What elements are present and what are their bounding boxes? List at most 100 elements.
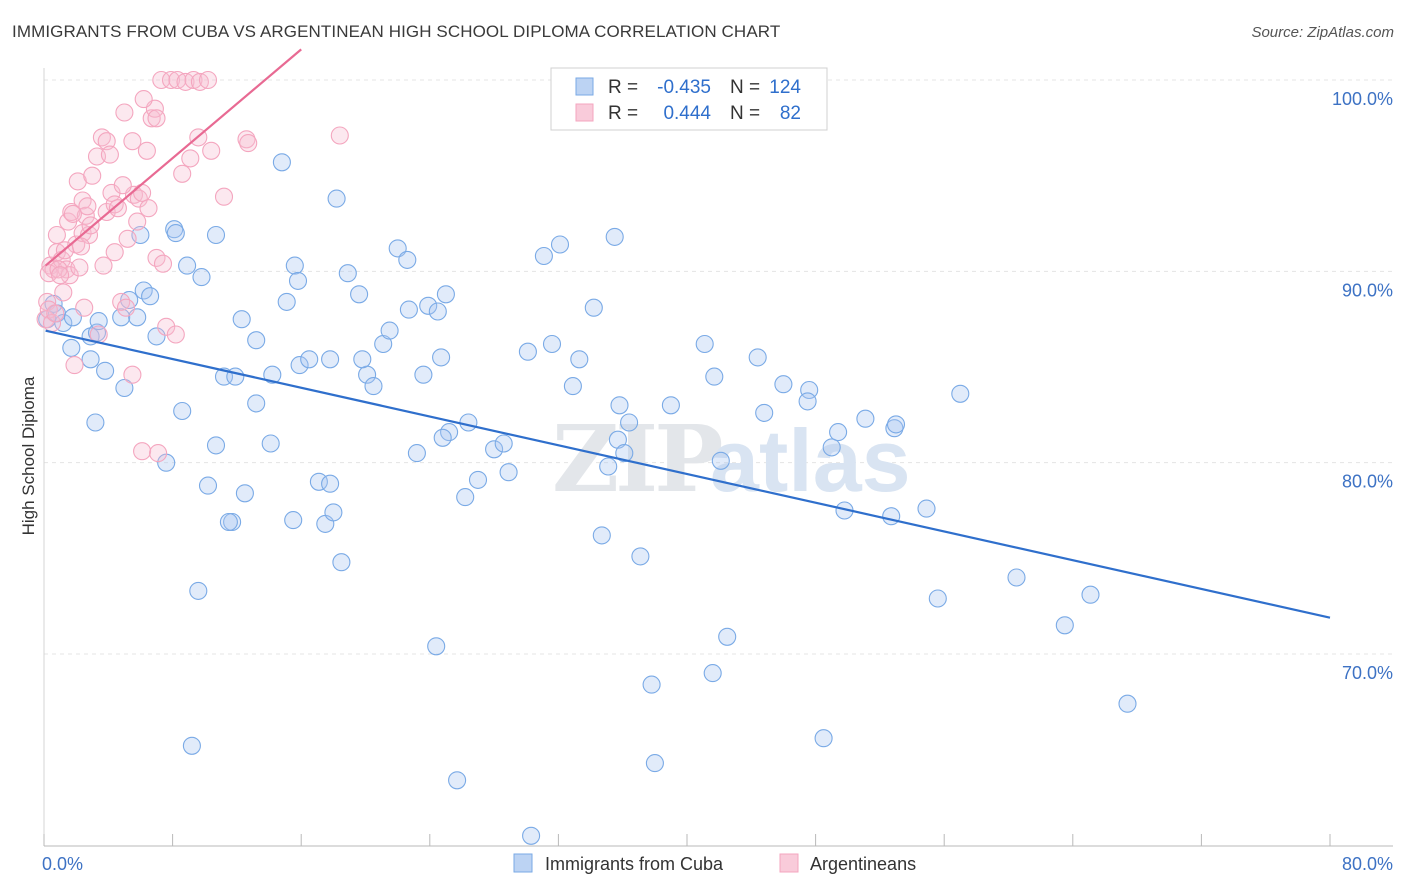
data-point-argentineans [63,204,82,223]
data-point-cuba [642,675,661,694]
data-point-argentineans [239,134,258,153]
data-point-argentineans [54,283,73,302]
data-point-cuba [219,512,238,532]
data-point-argentineans [129,189,148,208]
data-point-cuba [285,256,304,275]
data-point-argentineans [330,126,349,145]
data-point-cuba [44,294,63,313]
data-point-cuba [247,331,266,350]
data-point-argentineans [134,90,153,109]
trend-line-argentineans [44,48,302,267]
stats-n-label-cuba: N = [730,77,760,98]
data-point-cuba [436,285,455,304]
data-point-argentineans [100,145,119,164]
data-point-argentineans [97,132,116,151]
data-point-argentineans [108,199,127,218]
data-point-cuba [327,189,346,208]
data-point-cuba [459,413,478,432]
data-point-argentineans [184,70,203,90]
data-point-cuba [718,627,737,646]
data-point-cuba [350,285,369,304]
data-point-cuba [380,321,399,340]
data-point-cuba [147,327,166,346]
stats-r-label-argentineans: R = [608,103,638,124]
data-point-cuba [703,664,722,683]
data-point-argentineans [116,298,136,317]
data-point-cuba [534,246,553,266]
data-point-argentineans [128,212,147,231]
data-point-cuba [277,292,296,311]
data-point-argentineans [152,70,171,90]
data-point-argentineans [149,444,168,463]
data-point-cuba [141,287,160,306]
data-point-cuba [81,350,100,369]
data-point-cuba [263,365,282,384]
y-tick-label: 100.0% [1332,89,1393,109]
data-point-cuba [428,302,447,321]
data-point-cuba [272,153,291,172]
data-point-cuba [518,342,537,361]
data-point-cuba [550,235,570,254]
data-point-cuba [951,384,970,403]
data-point-argentineans [75,298,94,317]
data-point-cuba [620,413,639,432]
y-tick-label: 70.0% [1342,663,1393,683]
data-point-cuba [332,553,351,572]
data-point-cuba [173,401,192,421]
data-point-cuba [432,348,451,367]
stats-legend-box [550,67,828,131]
data-point-cuba [206,436,226,455]
axes [43,68,1393,847]
data-point-cuba [886,415,906,434]
data-point-cuba [522,826,541,845]
data-point-cuba [414,365,433,384]
legend-swatch-cuba [513,853,533,873]
data-point-cuba [1118,694,1137,713]
data-point-argentineans [112,292,131,311]
data-point-cuba [856,409,875,428]
watermark: ZIP atlas [552,405,911,513]
data-point-argentineans [157,317,176,336]
data-point-cuba [206,225,226,245]
data-point-argentineans [39,264,58,283]
data-point-argentineans [81,216,100,235]
data-point-cuba [917,499,936,518]
data-point-cuba [235,484,254,503]
data-point-cuba [599,457,618,476]
data-point-argentineans [83,166,102,185]
data-point-argentineans [51,266,70,285]
data-point-cuba [570,350,589,369]
trend-line-cuba [45,329,1331,619]
data-point-cuba [448,771,467,790]
data-point-argentineans [166,325,185,344]
data-point-argentineans [65,356,84,375]
data-point-argentineans [133,442,152,461]
data-point-argentineans [113,176,132,195]
data-point-cuba [485,440,504,459]
data-point-cuba [1081,585,1100,604]
data-point-cuba [419,296,438,315]
data-point-cuba [814,729,833,748]
y-tick-label: 80.0% [1342,472,1393,492]
stats-r-value-cuba: -0.435 [657,77,711,98]
stats-n-label-argentineans: N = [730,103,760,124]
data-point-argentineans [123,132,142,151]
data-point-cuba [324,503,343,522]
data-point-cuba [499,463,518,482]
data-point-cuba [427,637,446,656]
y-axis-label: High School Diploma [19,376,38,535]
data-point-cuba [605,227,624,246]
data-point-cuba [610,396,629,415]
data-point-argentineans [78,197,97,216]
stats-legend: R = -0.435 N = 124 R = 0.444 N = 82 [550,67,828,131]
data-point-cuba [364,377,383,396]
data-point-cuba [284,511,303,530]
data-point-cuba [755,403,774,422]
data-point-argentineans [73,191,92,210]
data-point-cuba [615,444,634,463]
data-point-cuba [96,361,115,380]
data-point-argentineans [46,304,65,323]
data-point-argentineans [198,70,218,90]
watermark-zip: ZIP [552,405,721,513]
data-point-cuba [300,350,319,369]
